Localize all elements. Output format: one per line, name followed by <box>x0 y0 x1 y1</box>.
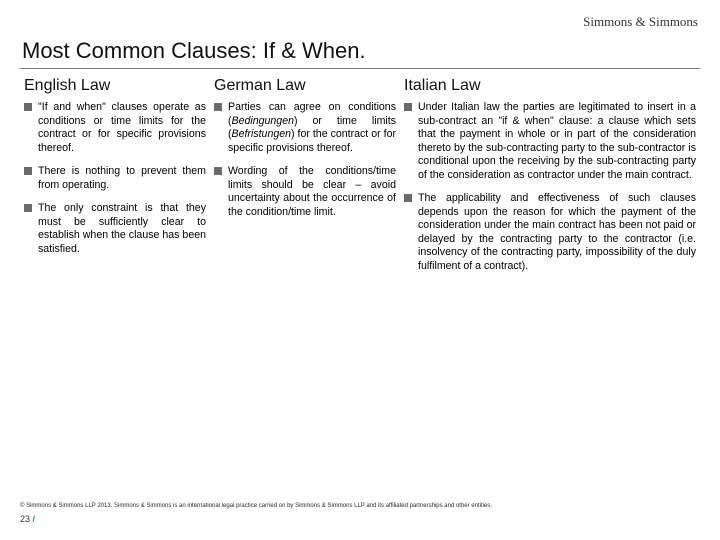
column-heading-german: German Law <box>214 71 396 101</box>
item-text: The only constraint is that they must be… <box>38 202 206 256</box>
column-german: German Law Parties can agree on conditio… <box>210 71 400 284</box>
item-text: The applicability and effectiveness of s… <box>418 192 696 273</box>
list-item: There is nothing to prevent them from op… <box>24 165 206 192</box>
item-text: Parties can agree on conditions (Bedingu… <box>228 101 396 155</box>
square-bullet-icon <box>404 194 412 202</box>
list-item: The applicability and effectiveness of s… <box>404 192 696 273</box>
square-bullet-icon <box>404 103 412 111</box>
page-number-value: 23 <box>20 514 30 524</box>
columns-container: English Law "If and when" clauses operat… <box>20 71 700 284</box>
list-item: The only constraint is that they must be… <box>24 202 206 256</box>
column-heading-english: English Law <box>24 71 206 101</box>
page-number: 23 / <box>20 514 700 524</box>
brand-logo-text: Simmons & Simmons <box>583 14 698 30</box>
list-item: Under Italian law the parties are legiti… <box>404 101 696 182</box>
page-number-bar-icon: / <box>33 514 36 524</box>
item-text: "If and when" clauses operate as conditi… <box>38 101 206 155</box>
list-item: Wording of the conditions/time limits sh… <box>214 165 396 219</box>
column-italian: Italian Law Under Italian law the partie… <box>400 71 700 284</box>
square-bullet-icon <box>214 167 222 175</box>
item-text: There is nothing to prevent them from op… <box>38 165 206 192</box>
item-text: Under Italian law the parties are legiti… <box>418 101 696 182</box>
square-bullet-icon <box>24 167 32 175</box>
list-item: Parties can agree on conditions (Bedingu… <box>214 101 396 155</box>
item-text: Wording of the conditions/time limits sh… <box>228 165 396 219</box>
square-bullet-icon <box>24 204 32 212</box>
square-bullet-icon <box>214 103 222 111</box>
column-english: English Law "If and when" clauses operat… <box>20 71 210 284</box>
column-heading-italian: Italian Law <box>404 71 696 101</box>
slide-page: Simmons & Simmons Most Common Clauses: I… <box>0 0 720 540</box>
copyright-text: © Simmons & Simmons LLP 2013. Simmons & … <box>20 503 700 510</box>
slide-footer: © Simmons & Simmons LLP 2013. Simmons & … <box>20 503 700 524</box>
list-item: "If and when" clauses operate as conditi… <box>24 101 206 155</box>
square-bullet-icon <box>24 103 32 111</box>
